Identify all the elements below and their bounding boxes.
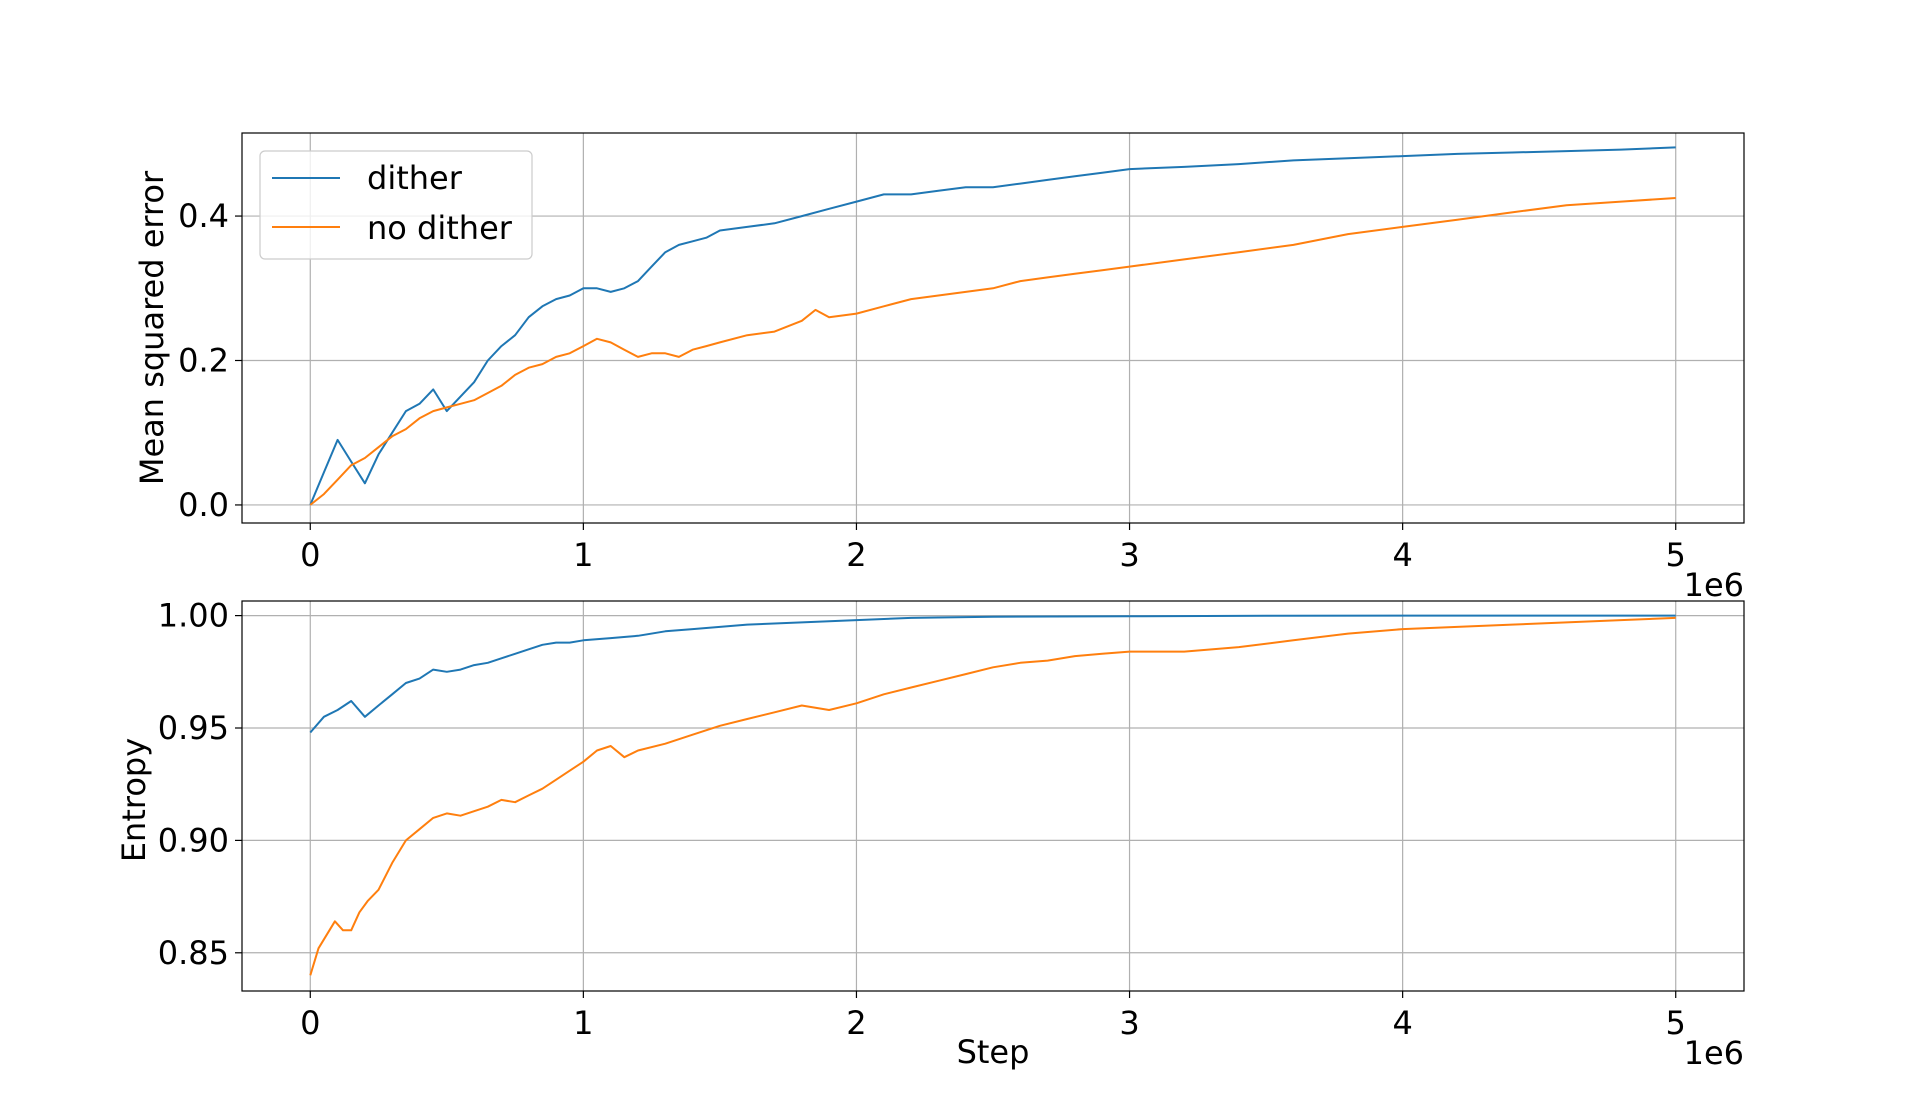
mse-axes-frame (241, 132, 1745, 524)
entropy-x-tick-label: 0 (300, 1004, 320, 1042)
legend: dither no dither (259, 150, 533, 260)
entropy-x-tick-label: 4 (1392, 1004, 1412, 1042)
mse-y-ticks: 0.0 0.2 0.4 (178, 197, 242, 524)
mse-no-dither-line (309, 197, 1676, 506)
entropy-y-tick-label: 0.85 (158, 934, 229, 972)
mse-x-offset-label: 1e6 (1684, 566, 1744, 604)
entropy-y-tick-label: 0.90 (158, 821, 229, 859)
entropy-x-tick-label: 2 (846, 1004, 866, 1042)
entropy-x-tick-label: 3 (1119, 1004, 1139, 1042)
entropy-x-tick-label: 5 (1666, 1004, 1686, 1042)
entropy-x-ticks: 0 1 2 3 4 5 (300, 991, 1686, 1042)
entropy-axes-frame (241, 600, 1745, 992)
mse-series-group (309, 146, 1676, 506)
mse-y-axis-label: Mean squared error (133, 170, 171, 485)
entropy-no-dither-line (309, 616, 1676, 976)
mse-y-tick-label: 0.0 (178, 486, 229, 524)
mse-y-tick-label: 0.2 (178, 342, 229, 380)
mse-x-tick-label: 4 (1392, 536, 1412, 574)
mse-x-tick-label: 3 (1119, 536, 1139, 574)
legend-label-no-dither: no dither (367, 209, 513, 247)
legend-label-dither: dither (367, 159, 463, 197)
entropy-series-group (309, 614, 1676, 976)
entropy-y-ticks: 0.85 0.90 0.95 1.00 (158, 597, 242, 972)
mse-x-tick-label: 2 (846, 536, 866, 574)
mse-x-ticks: 0 1 2 3 4 5 (300, 523, 1686, 574)
entropy-y-tick-label: 1.00 (158, 597, 229, 635)
entropy-dither-line (309, 614, 1676, 734)
entropy-y-tick-label: 0.95 (158, 709, 229, 747)
entropy-x-offset-label: 1e6 (1684, 1034, 1744, 1072)
entropy-y-axis-label: Entropy (115, 738, 153, 862)
mse-x-tick-label: 5 (1666, 536, 1686, 574)
entropy-x-axis-label: Step (957, 1033, 1030, 1071)
entropy-x-tick-label: 1 (573, 1004, 593, 1042)
mse-x-tick-label: 1 (573, 536, 593, 574)
mse-y-tick-label: 0.4 (178, 197, 229, 235)
mse-x-tick-label: 0 (300, 536, 320, 574)
mse-dither-line (309, 146, 1676, 506)
entropy-subplot: 0 1 2 3 4 5 0.85 0.90 0.95 1.00 1e6 Step Entropy (115, 597, 1745, 1072)
entropy-plot-area (242, 601, 1744, 991)
